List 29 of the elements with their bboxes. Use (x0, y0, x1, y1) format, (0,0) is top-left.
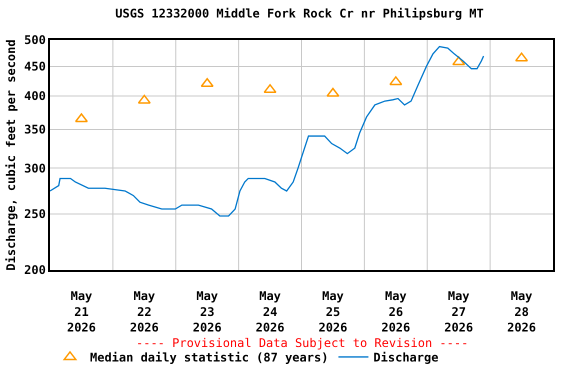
y-tick-label: 300 (24, 161, 46, 176)
text: ---- Provisional Data Subject to Revision ---- (136, 336, 468, 350)
point (515, 52, 528, 62)
y-tick-label: 250 (24, 207, 46, 222)
point (74, 113, 88, 122)
x-tick-label: May 21 2026 (66, 289, 96, 334)
x-tick-label: May 27 2026 (444, 289, 474, 334)
y-axis-title: Discharge, cubic feet per second (4, 39, 18, 271)
x-tick-label: May 22 2026 (130, 289, 159, 334)
point (326, 88, 340, 97)
point (452, 56, 466, 66)
x-tick-label: May 28 2026 (507, 289, 536, 334)
point (389, 76, 402, 86)
point (138, 94, 151, 104)
y-tick-label: 500 (24, 33, 46, 48)
y-tick-label: 450 (24, 60, 46, 74)
point (264, 84, 277, 94)
chart-title: USGS 12332000 Middle Fork Rock Cr nr Philipsburg MT (115, 6, 484, 21)
legend-label: Median daily statistic (87 years) (90, 350, 328, 365)
y-tick-label: 200 (24, 263, 46, 278)
line-series (50, 46, 484, 217)
x-tick-label: May 24 2026 (256, 289, 285, 334)
x-tick-label: May 26 2026 (381, 289, 410, 334)
x-tick-label: May 23 2026 (192, 289, 222, 334)
point (200, 78, 214, 88)
legend-label: Discharge (373, 350, 438, 365)
y-tick-label: 400 (24, 89, 46, 104)
x-tick-label: May 25 2026 (318, 289, 348, 334)
y-tick-label: 350 (24, 122, 46, 137)
